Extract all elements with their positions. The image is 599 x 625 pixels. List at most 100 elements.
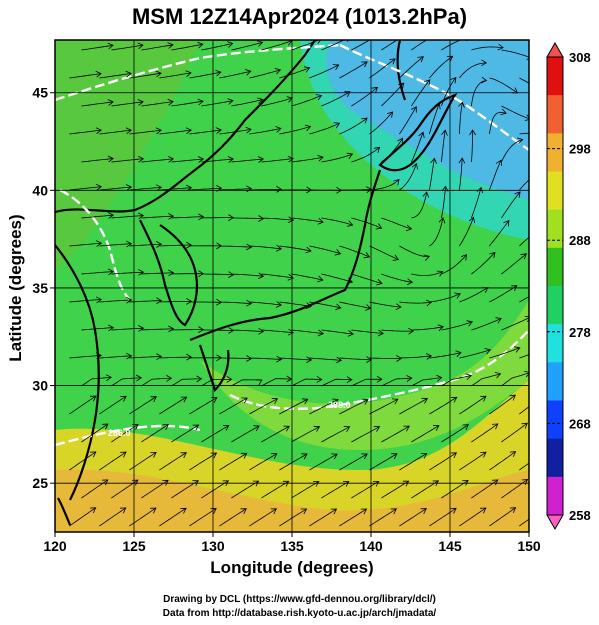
streamline-arrowhead	[446, 55, 454, 62]
streamline-arrowhead	[215, 127, 222, 134]
colorbar-segment	[547, 286, 563, 325]
streamline-arrowhead	[155, 127, 162, 135]
streamline	[369, 179, 400, 191]
streamline-arrowhead	[517, 137, 524, 144]
streamline	[399, 301, 432, 304]
streamline	[309, 508, 337, 527]
streamline	[99, 451, 127, 471]
streamline	[489, 394, 516, 415]
isotherm-contours	[55, 43, 529, 447]
streamline-arrowhead	[150, 507, 157, 514]
streamline	[219, 129, 252, 135]
streamline	[321, 217, 353, 226]
streamline	[69, 129, 102, 135]
streamline-arrowhead	[257, 97, 264, 104]
streamline-arrowhead	[270, 508, 278, 515]
streamline-arrowhead	[438, 217, 446, 224]
streamline	[489, 111, 507, 135]
streamline	[231, 425, 260, 443]
streamline	[201, 273, 234, 276]
streamline	[231, 99, 263, 107]
streamline-arrowhead	[226, 376, 233, 383]
streamline	[189, 452, 217, 471]
streamline	[459, 451, 487, 471]
streamline-arrowhead	[465, 373, 472, 380]
streamline	[81, 271, 114, 275]
streamline	[171, 100, 204, 107]
streamline-arrowhead	[317, 329, 324, 337]
streamline-arrowhead	[137, 212, 145, 220]
streamline-arrowhead	[180, 507, 187, 514]
streamline	[429, 158, 435, 191]
streamline	[519, 354, 529, 359]
streamline-arrowhead	[346, 376, 353, 383]
streamline	[519, 132, 529, 135]
streamline-arrowhead	[246, 299, 253, 307]
streamline-arrowhead	[336, 356, 343, 364]
streamline	[489, 347, 520, 359]
streamline-arrowhead	[331, 453, 338, 460]
streamline	[399, 453, 427, 471]
credit-data: Data from http://database.rish.kyoto-u.a…	[162, 608, 437, 619]
streamline-arrowhead	[95, 70, 102, 78]
streamline	[381, 217, 412, 230]
colorbar-label-278: 278	[569, 325, 591, 340]
streamline-arrowhead	[373, 146, 381, 153]
streamline-arrowhead	[376, 279, 383, 286]
wind-streamlines	[69, 40, 529, 527]
streamline-arrowhead	[222, 480, 230, 487]
streamline-arrowhead	[455, 350, 462, 357]
streamline-arrowhead	[509, 394, 516, 401]
streamline	[351, 40, 371, 51]
streamline-arrowhead	[346, 220, 354, 227]
streamline-arrowhead	[105, 374, 112, 382]
streamline-arrowhead	[138, 325, 145, 332]
streamline	[369, 245, 399, 261]
streamline-arrowhead	[282, 480, 290, 487]
streamline	[291, 217, 324, 223]
y-tick-label-30: 30	[32, 378, 48, 394]
streamline	[471, 373, 501, 387]
streamline-arrowhead	[481, 76, 488, 84]
isotherm-east	[339, 43, 529, 151]
streamline	[249, 301, 282, 306]
streamline	[369, 453, 398, 471]
streamline	[339, 61, 368, 79]
streamline	[159, 396, 187, 415]
colorbar-segment	[547, 171, 563, 211]
streamline-arrowhead	[361, 117, 368, 124]
streamline	[519, 296, 529, 303]
streamline-arrowhead	[450, 396, 458, 403]
streamline	[339, 453, 368, 471]
streamline	[99, 243, 132, 247]
streamline-arrowhead	[107, 155, 114, 163]
streamline	[441, 186, 446, 219]
streamline-arrowhead	[167, 98, 174, 106]
streamline	[111, 327, 144, 331]
streamline	[429, 507, 457, 527]
streamline	[339, 399, 369, 415]
streamline	[381, 273, 413, 283]
streamline-arrowhead	[312, 481, 320, 487]
streamline-arrowhead	[520, 253, 527, 260]
streamline	[141, 215, 174, 219]
streamline-arrowhead	[373, 426, 381, 432]
streamline	[171, 158, 204, 163]
streamline-arrowhead	[313, 425, 321, 432]
streamline-arrowhead	[197, 41, 204, 49]
colorbar-segment	[547, 95, 563, 134]
x-tick-label-140: 140	[359, 538, 383, 554]
streamline-arrowhead	[466, 320, 474, 327]
streamline	[141, 377, 172, 387]
streamline	[249, 128, 281, 135]
streamline	[219, 188, 252, 191]
streamline-arrowhead	[155, 70, 162, 78]
streamline	[501, 317, 529, 331]
streamline-arrowhead	[137, 155, 145, 163]
streamline-arrowhead	[275, 301, 283, 308]
streamline-arrowhead	[495, 159, 502, 167]
streamline-arrowhead	[317, 275, 324, 283]
streamline-arrowhead	[167, 155, 175, 163]
streamline	[141, 44, 174, 51]
streamline-arrowhead	[89, 451, 97, 458]
